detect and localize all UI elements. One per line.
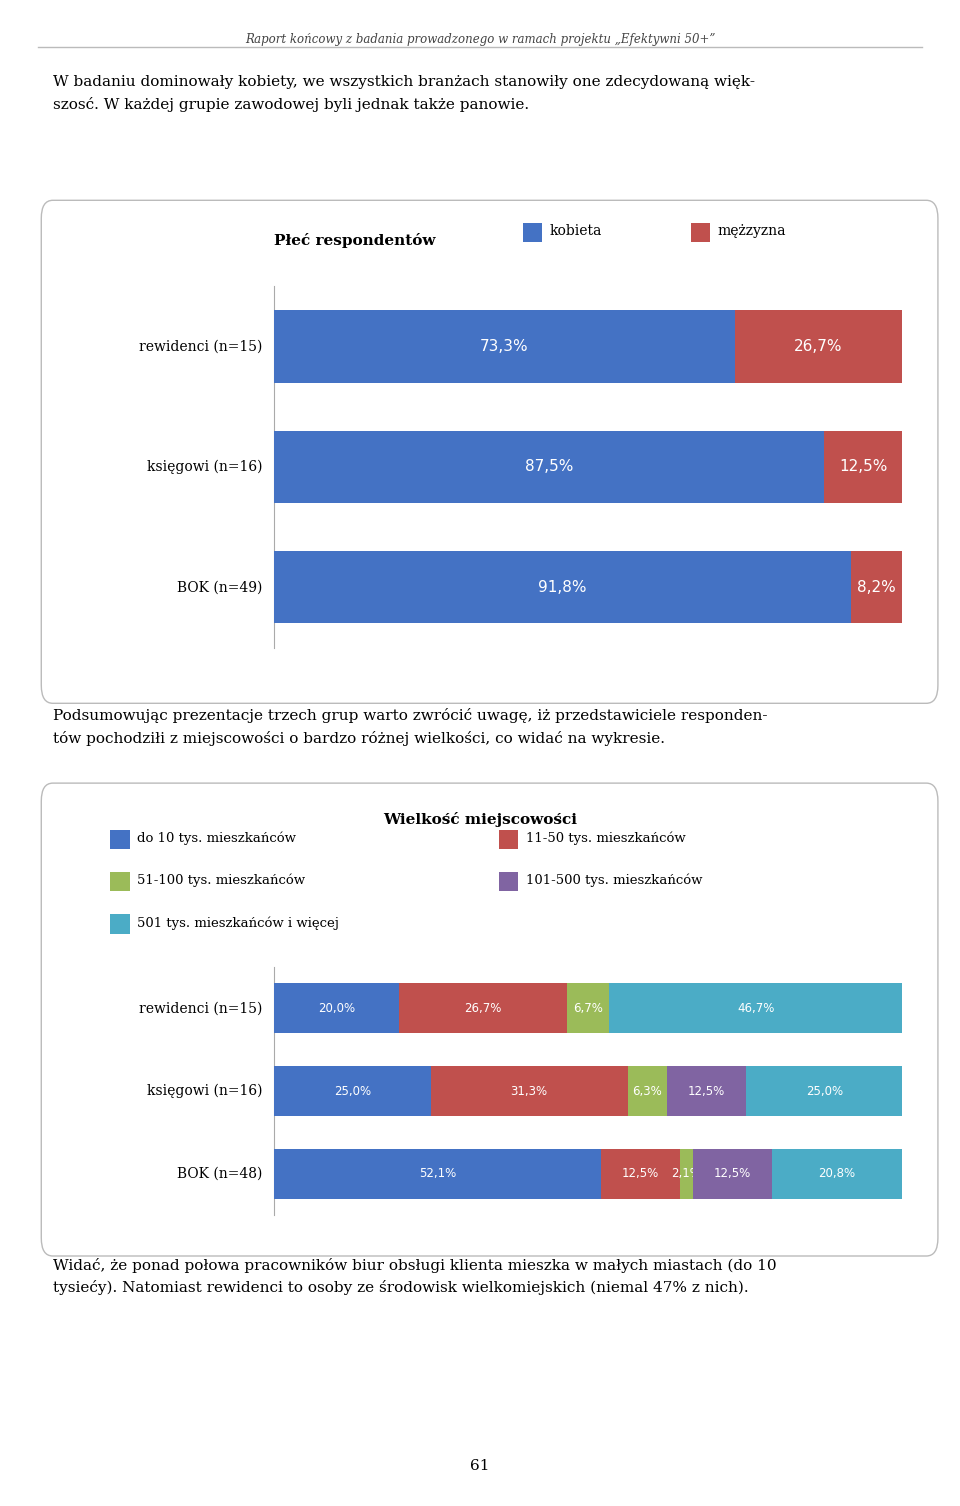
Text: 20,8%: 20,8%: [819, 1167, 855, 1181]
Bar: [610, 983, 903, 1033]
Text: Widać, że ponad połowa pracowników biur obsługi klienta mieszka w małych miastac: Widać, że ponad połowa pracowników biur …: [53, 1258, 777, 1295]
Text: 31,3%: 31,3%: [511, 1084, 548, 1098]
Text: 6,7%: 6,7%: [573, 1001, 603, 1015]
Text: Raport końcowy z badania prowadzonego w ramach projektu „Efektywni 50+”: Raport końcowy z badania prowadzonego w …: [245, 33, 715, 47]
Bar: [601, 1149, 680, 1199]
Text: 73,3%: 73,3%: [480, 339, 528, 354]
Bar: [274, 310, 734, 383]
Text: BOK (n=48): BOK (n=48): [177, 1167, 262, 1181]
Text: 61: 61: [470, 1459, 490, 1473]
Bar: [851, 551, 902, 623]
Text: 26,7%: 26,7%: [794, 339, 843, 354]
Bar: [746, 1066, 903, 1116]
Bar: [274, 431, 824, 503]
Text: 91,8%: 91,8%: [538, 580, 587, 595]
Text: 6,3%: 6,3%: [633, 1084, 662, 1098]
Text: mężzyzna: mężzyzna: [717, 223, 785, 238]
Text: 101-500 tys. mieszkańców: 101-500 tys. mieszkańców: [526, 873, 703, 887]
Bar: [274, 1066, 431, 1116]
Text: Płeć respondentów: Płeć respondentów: [274, 233, 435, 248]
Text: 12,5%: 12,5%: [688, 1084, 725, 1098]
Text: 12,5%: 12,5%: [713, 1167, 751, 1181]
Bar: [274, 551, 851, 623]
Text: Wielkość miejscowości: Wielkość miejscowości: [383, 812, 577, 827]
Bar: [399, 983, 567, 1033]
Text: do 10 tys. mieszkańców: do 10 tys. mieszkańców: [137, 831, 297, 845]
Text: 12,5%: 12,5%: [839, 459, 887, 474]
Bar: [628, 1066, 667, 1116]
Text: 12,5%: 12,5%: [622, 1167, 660, 1181]
Bar: [567, 983, 610, 1033]
Bar: [824, 431, 902, 503]
Text: rewidenci (n=15): rewidenci (n=15): [138, 1001, 262, 1015]
Text: Podsumowując prezentacje trzech grup warto zwrócić uwagę, iż przedstawiciele res: Podsumowując prezentacje trzech grup war…: [53, 708, 767, 745]
Text: 26,7%: 26,7%: [465, 1001, 502, 1015]
Bar: [772, 1149, 902, 1199]
Text: W badaniu dominowały kobiety, we wszystkich branżach stanowiły one zdecydowaną w: W badaniu dominowały kobiety, we wszystk…: [53, 75, 755, 111]
Bar: [693, 1149, 772, 1199]
Text: 52,1%: 52,1%: [419, 1167, 456, 1181]
Text: księgowi (n=16): księgowi (n=16): [147, 459, 262, 474]
Text: 46,7%: 46,7%: [737, 1001, 775, 1015]
Bar: [680, 1149, 693, 1199]
Text: kobieta: kobieta: [549, 223, 602, 238]
Text: 8,2%: 8,2%: [857, 580, 896, 595]
Bar: [667, 1066, 746, 1116]
Text: księgowi (n=16): księgowi (n=16): [147, 1084, 262, 1098]
Text: 20,0%: 20,0%: [318, 1001, 355, 1015]
Text: 11-50 tys. mieszkańców: 11-50 tys. mieszkańców: [526, 831, 685, 845]
Bar: [734, 310, 902, 383]
Text: 25,0%: 25,0%: [805, 1084, 843, 1098]
Bar: [274, 983, 399, 1033]
Text: BOK (n=49): BOK (n=49): [177, 580, 262, 595]
Text: 87,5%: 87,5%: [524, 459, 573, 474]
Bar: [274, 1149, 601, 1199]
Text: 501 tys. mieszkańców i więcej: 501 tys. mieszkańców i więcej: [137, 916, 339, 929]
Text: 51-100 tys. mieszkańców: 51-100 tys. mieszkańców: [137, 873, 305, 887]
Text: 2,1%: 2,1%: [671, 1167, 702, 1181]
Text: rewidenci (n=15): rewidenci (n=15): [138, 339, 262, 354]
Bar: [431, 1066, 628, 1116]
Text: 25,0%: 25,0%: [334, 1084, 371, 1098]
